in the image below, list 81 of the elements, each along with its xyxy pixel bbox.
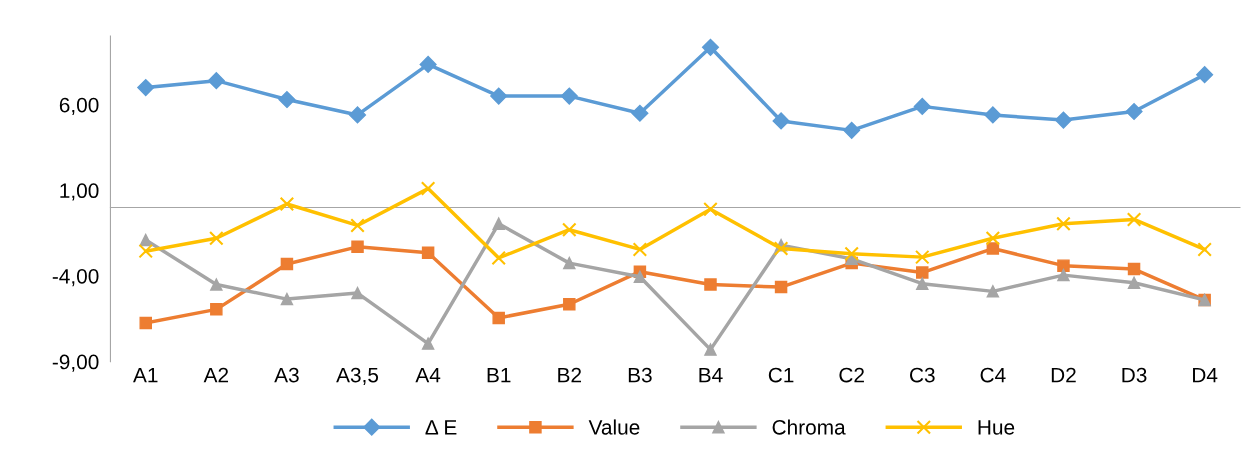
x-tick-label: C1	[768, 367, 794, 383]
legend-label: Chroma	[772, 419, 846, 435]
point	[207, 72, 225, 90]
point	[704, 278, 717, 291]
point	[1127, 262, 1141, 276]
point	[1056, 216, 1071, 232]
point	[986, 285, 1000, 298]
point	[421, 337, 435, 350]
point	[913, 97, 931, 115]
point	[843, 121, 861, 139]
point	[916, 277, 929, 290]
x-tick-label: C4	[980, 367, 1006, 383]
point	[348, 106, 367, 124]
point	[633, 270, 647, 284]
point	[210, 303, 223, 316]
point	[351, 240, 364, 254]
x-tick-label: B1	[487, 367, 511, 383]
y-tick-label: 6,00	[59, 97, 99, 115]
point	[490, 87, 508, 105]
point	[984, 106, 1002, 124]
point	[703, 201, 718, 217]
x-tick-label: A4	[415, 367, 441, 383]
point	[492, 311, 505, 325]
point	[563, 256, 576, 270]
point	[138, 243, 154, 259]
point	[350, 218, 365, 233]
point	[491, 250, 506, 266]
x-tick-label: A3,5	[336, 367, 379, 385]
point	[844, 246, 859, 261]
point	[986, 242, 1000, 255]
point	[1127, 276, 1141, 290]
point	[1197, 242, 1212, 257]
point	[278, 90, 296, 109]
point	[632, 242, 648, 257]
point	[563, 297, 576, 311]
x-tick-label: D3	[1122, 367, 1147, 383]
point	[419, 55, 437, 73]
point	[1057, 259, 1070, 272]
point	[704, 343, 717, 356]
x-tick-label: A3	[274, 367, 299, 383]
point	[562, 222, 577, 237]
point	[139, 233, 152, 247]
x-tick-label: C2	[839, 367, 864, 383]
point	[1126, 212, 1142, 227]
point	[1196, 66, 1214, 84]
point	[351, 286, 364, 300]
x-tick-label: A2	[203, 367, 229, 383]
x-tick-label: B4	[699, 367, 723, 383]
point	[1125, 102, 1143, 121]
point	[492, 217, 505, 230]
point	[773, 241, 789, 256]
x-tick-label: B3	[628, 367, 652, 383]
point	[1054, 111, 1073, 129]
y-tick-label: 1,00	[60, 183, 99, 201]
point	[1057, 268, 1070, 282]
point	[210, 278, 223, 291]
point	[209, 230, 224, 246]
y-tick-label: -9,00	[52, 354, 99, 372]
legend-label: Value	[588, 419, 640, 435]
x-tick-label: B2	[558, 367, 581, 383]
point	[985, 230, 1001, 246]
point	[774, 280, 788, 294]
point	[914, 249, 930, 265]
x-tick-label: D2	[1051, 367, 1076, 383]
x-tick-label: C3	[910, 367, 935, 383]
point	[280, 292, 294, 306]
x-tick-label: A1	[133, 367, 158, 383]
point	[421, 246, 435, 260]
legend-label: Hue	[978, 420, 1015, 435]
point	[280, 257, 294, 271]
point	[701, 38, 720, 56]
legend-label: Δ E	[425, 420, 457, 435]
point	[279, 196, 295, 212]
point	[631, 104, 649, 122]
x-tick-label: D4	[1193, 367, 1218, 383]
point	[139, 316, 152, 330]
point	[916, 266, 929, 279]
point	[560, 87, 578, 105]
y-tick-label: -4,00	[52, 268, 99, 287]
point	[137, 78, 155, 97]
point	[772, 112, 790, 130]
